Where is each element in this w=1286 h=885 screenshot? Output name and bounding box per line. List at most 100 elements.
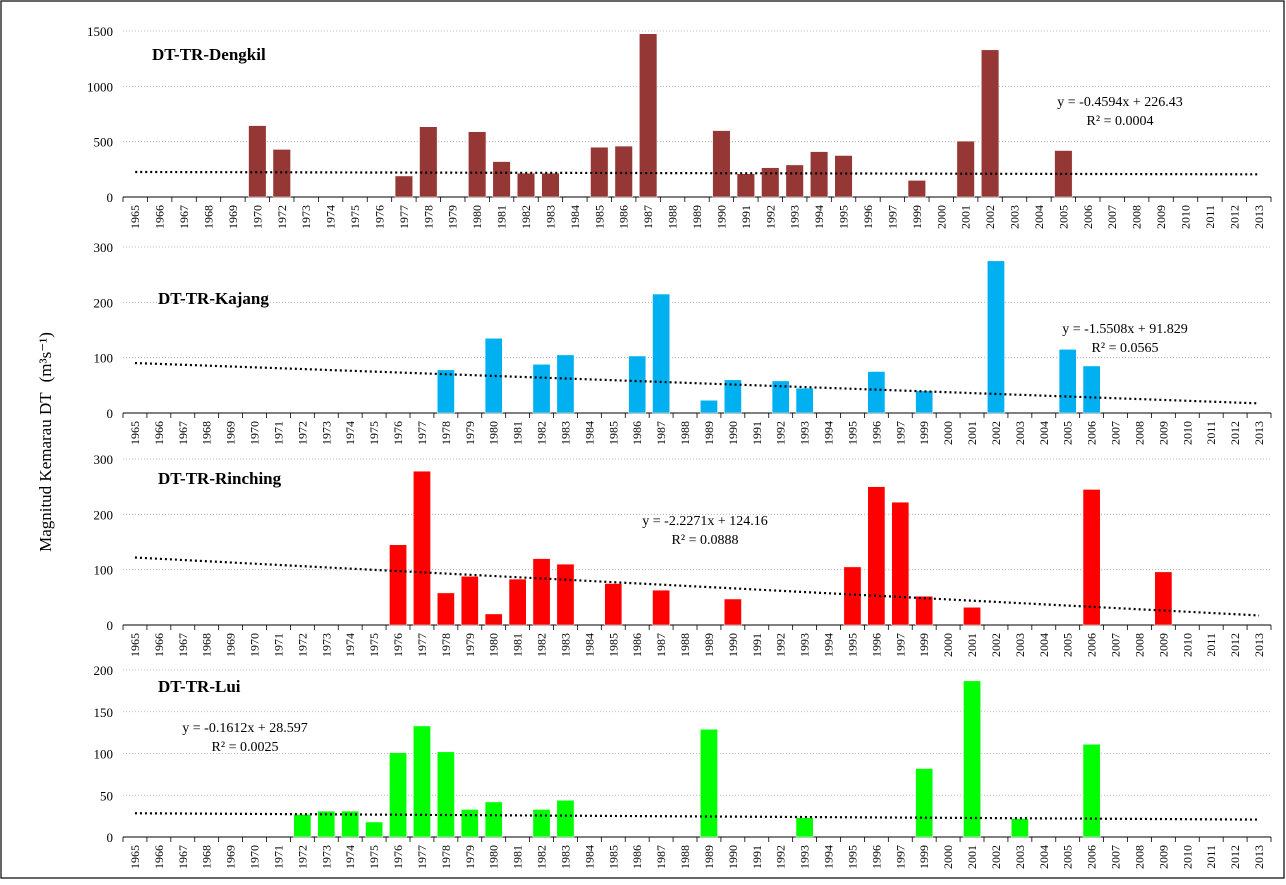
x-tick-label: 1991 — [750, 421, 764, 445]
x-tick-label: 1994 — [822, 633, 836, 657]
x-tick-label: 2009 — [1154, 205, 1168, 229]
bar — [724, 598, 742, 626]
y-tick-label: 1000 — [87, 79, 113, 94]
bar — [341, 810, 360, 838]
trend-equation: y = -0.4594x + 226.43 — [1057, 95, 1182, 110]
x-tick-label: 1984 — [568, 205, 582, 229]
x-tick-label: 1973 — [319, 845, 333, 869]
x-tick-label: 1987 — [654, 633, 668, 657]
x-tick-label: 1984 — [582, 633, 596, 657]
x-tick-label: 1987 — [641, 205, 655, 229]
x-tick-label: 2006 — [1085, 633, 1099, 657]
x-tick-label: 2013 — [1252, 205, 1266, 229]
bar — [1011, 818, 1029, 838]
x-tick-label: 1992 — [774, 633, 788, 657]
y-tick-label: 200 — [94, 663, 114, 678]
bar — [963, 607, 981, 626]
x-tick-label: 1992 — [774, 845, 788, 869]
x-tick-label: 2004 — [1037, 633, 1051, 657]
x-tick-label: 2005 — [1061, 845, 1075, 869]
bar — [907, 180, 926, 198]
x-tick-label: 1973 — [299, 205, 313, 229]
bar — [484, 613, 503, 626]
x-tick-label: 1968 — [201, 205, 215, 229]
x-tick-label: 2005 — [1061, 633, 1075, 657]
x-tick-label: 1969 — [226, 205, 240, 229]
trend-equation: y = -0.1612x + 28.597 — [182, 721, 307, 736]
bar — [1054, 150, 1073, 198]
x-tick-label: 2007 — [1109, 421, 1123, 445]
x-tick-label: 1986 — [630, 633, 644, 657]
x-tick-label: 1993 — [798, 421, 812, 445]
panel-title: DT-TR-Kajang — [158, 289, 269, 308]
x-tick-label: 1985 — [606, 633, 620, 657]
x-tick-label: 1997 — [885, 205, 899, 229]
bar — [389, 752, 407, 838]
x-tick-label: 1987 — [654, 421, 668, 445]
bar — [484, 801, 503, 838]
bar — [437, 592, 455, 626]
x-tick-label: 2001 — [965, 633, 979, 657]
x-tick-label: 1977 — [415, 845, 429, 869]
x-tick-label: 1978 — [439, 633, 453, 657]
x-tick-label: 2000 — [934, 205, 948, 229]
x-tick-label: 1999 — [917, 633, 931, 657]
x-tick-label: 1996 — [869, 845, 883, 869]
x-tick-label: 1973 — [319, 633, 333, 657]
bar — [771, 380, 790, 414]
x-tick-label: 1973 — [319, 421, 333, 445]
chart-panel: 0 100 200 300 1965 1966 1967 1968 1969 1970 1971 19… — [94, 240, 1272, 445]
x-tick-label: 1969 — [224, 633, 238, 657]
x-tick-label: 1974 — [343, 633, 357, 657]
bar — [317, 810, 336, 838]
x-tick-label: 1979 — [446, 205, 460, 229]
x-tick-label: 1971 — [271, 845, 285, 869]
x-tick-label: 2009 — [1156, 633, 1170, 657]
x-tick-label: 2008 — [1132, 633, 1146, 657]
x-tick-label: 2011 — [1204, 845, 1218, 869]
bar — [963, 680, 981, 838]
x-tick-label: 2011 — [1203, 205, 1217, 229]
x-tick-label: 1979 — [463, 845, 477, 869]
x-tick-label: 1988 — [678, 845, 692, 869]
x-tick-label: 1970 — [248, 845, 262, 869]
bar — [556, 354, 575, 414]
x-tick-label: 1986 — [630, 421, 644, 445]
x-tick-label: 1980 — [487, 421, 501, 445]
x-tick-label: 1986 — [630, 845, 644, 869]
chart-panel: 0 500 1000 1500 1965 1966 1967 1968 1969 1970 1972… — [87, 24, 1272, 229]
x-tick-label: 1972 — [295, 421, 309, 445]
bar — [541, 172, 560, 198]
x-tick-label: 2000 — [941, 633, 955, 657]
bar — [1058, 349, 1077, 414]
x-tick-label: 1967 — [176, 633, 190, 657]
x-tick-label: 1966 — [152, 421, 166, 445]
bar — [1154, 571, 1173, 626]
x-tick-label: 1976 — [372, 205, 386, 229]
r-squared: R² = 0.0004 — [1087, 114, 1154, 129]
x-tick-label: 1967 — [177, 205, 191, 229]
y-tick-label: 50 — [100, 788, 113, 803]
x-tick-label: 1984 — [582, 421, 596, 445]
x-tick-label: 1971 — [271, 633, 285, 657]
x-tick-label: 2001 — [959, 205, 973, 229]
x-tick-label: 1989 — [690, 205, 704, 229]
bar — [556, 563, 575, 626]
x-tick-label: 2007 — [1105, 205, 1119, 229]
x-tick-label: 2004 — [1037, 421, 1051, 445]
x-tick-label: 2003 — [1008, 205, 1022, 229]
x-tick-label: 2012 — [1228, 421, 1242, 445]
bar — [614, 145, 633, 198]
bar — [508, 578, 527, 626]
x-tick-label: 2003 — [1013, 421, 1027, 445]
x-tick-label: 1988 — [678, 421, 692, 445]
bar — [915, 390, 934, 414]
x-tick-label: 2002 — [983, 205, 997, 229]
x-tick-label: 1995 — [845, 633, 859, 657]
bar — [532, 364, 551, 414]
x-tick-label: 1972 — [295, 633, 309, 657]
bar — [419, 126, 438, 198]
x-tick-label: 1988 — [666, 205, 680, 229]
y-tick-label: 0 — [107, 830, 114, 845]
y-tick-label: 100 — [94, 351, 114, 366]
